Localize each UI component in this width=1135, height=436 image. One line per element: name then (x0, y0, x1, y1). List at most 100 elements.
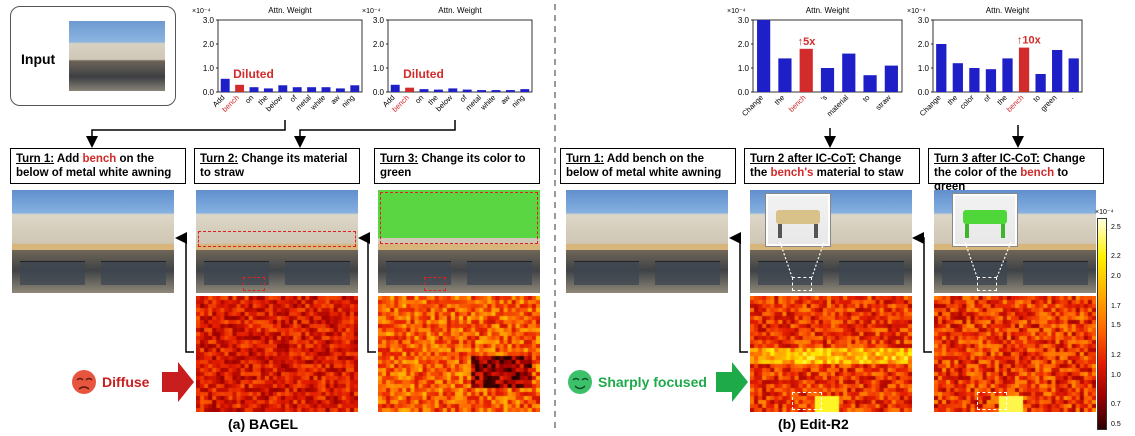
bar (350, 85, 360, 92)
zoom-connector (811, 241, 825, 278)
attention-heatmap-a-turn2 (196, 296, 358, 412)
chart-exponent: ×10⁻⁴ (192, 8, 211, 15)
turn-box-a-3: Turn 3: Change its color to green (374, 148, 540, 184)
y-tick-label: 1.0 (203, 64, 215, 73)
y-tick-label: 2.0 (203, 40, 215, 49)
turn-text: on the below of metal white awning (16, 153, 172, 179)
bar (1018, 47, 1030, 92)
bar (1052, 50, 1063, 92)
bar (462, 89, 472, 92)
y-tick-label: 0.0 (738, 88, 750, 97)
y-tick-label: 2.0 (918, 40, 930, 49)
bar-chart-a-turn2: Attn. Weight×10⁻⁴0.01.02.03.0AddbenchDil… (192, 6, 363, 114)
bar (520, 89, 530, 92)
bar (820, 68, 835, 92)
input-box: Input (10, 6, 176, 106)
turn-text: Change the color of the (934, 153, 1086, 179)
bar (757, 20, 771, 92)
turn-text: Add bench on the below of metal white aw… (566, 153, 722, 179)
input-label: Input (21, 51, 56, 67)
flow-arrow (729, 232, 748, 353)
focused-label: Sharply focused (598, 374, 707, 390)
y-tick-label: 3.0 (738, 16, 750, 25)
bar (491, 90, 501, 92)
bar (1068, 58, 1079, 92)
bar (863, 75, 877, 92)
bar (778, 58, 792, 92)
smile-face-icon (568, 370, 592, 394)
focused-arrow (716, 362, 748, 402)
colorbar-tick-label: 0.7 (1111, 401, 1121, 409)
zoom-connector (996, 241, 1012, 278)
bar (505, 90, 515, 92)
focus-region-box (792, 392, 822, 410)
bar (884, 65, 898, 92)
bar-annotation: Diluted (233, 67, 274, 81)
bench-zoom-inset (766, 194, 830, 246)
x-tick-label: to (1031, 93, 1042, 104)
bar (419, 89, 429, 92)
chart-exponent: ×10⁻⁴ (727, 8, 746, 15)
y-tick-label: 0.0 (373, 88, 385, 97)
colorbar-tick-label: 2.5 (1111, 223, 1121, 231)
bar (936, 44, 947, 92)
bar (799, 48, 813, 92)
flow-arrow (86, 120, 286, 148)
zoom-connector (964, 241, 978, 278)
bar (433, 89, 443, 92)
chart-title: Attn. Weight (438, 6, 482, 15)
bar (390, 84, 400, 92)
bar (292, 87, 302, 92)
turn-prefix: Turn 3: (380, 153, 419, 165)
turn-box-a-1: Turn 1: Add bench on the below of metal … (10, 148, 186, 184)
colorbar-tick-label: 2.0 (1111, 273, 1121, 281)
bar (321, 87, 331, 92)
x-tick-label: . (1067, 93, 1075, 101)
bar (278, 85, 288, 92)
turn-highlight: bench's (770, 167, 814, 179)
diffuse-arrow (162, 362, 194, 402)
turn-highlight: bench (1020, 167, 1055, 179)
photo-a-turn1 (12, 190, 174, 293)
bar (448, 88, 458, 92)
colorbar-tick-label: 1.5 (1111, 322, 1121, 330)
y-tick-label: 0.0 (203, 88, 215, 97)
bar (842, 53, 856, 92)
bar (249, 87, 259, 92)
colorbar-tick-label: 2.2 (1111, 253, 1121, 261)
turn-box-a-2: Turn 2: Change its material to straw (194, 148, 360, 184)
bar (1002, 58, 1013, 92)
plot-frame (387, 19, 533, 93)
bar (952, 63, 963, 92)
y-tick-label: 1.0 (918, 64, 930, 73)
plot-frame (217, 19, 363, 93)
bench-zoom-inset (953, 194, 1017, 246)
x-tick-label: of (458, 92, 469, 103)
bench-region-box (792, 277, 812, 291)
turn-text: Add (54, 153, 83, 165)
turn-box-b-2: Turn 2 after IC-CoT: Change the bench's … (744, 148, 920, 184)
attention-heatmap-a-turn3 (378, 296, 540, 412)
flow-arrow (294, 120, 456, 148)
y-tick-label: 1.0 (738, 64, 750, 73)
flow-arrow (175, 232, 194, 353)
caption-a: (a) BAGEL (228, 416, 298, 432)
flow-arrow (912, 232, 932, 353)
turn-text: Change its material to straw (200, 153, 348, 179)
chart-title: Attn. Weight (268, 6, 312, 15)
x-tick-label: of (288, 92, 299, 103)
turn-highlight: bench (82, 153, 117, 165)
bar-chart-a-turn3: Attn. Weight×10⁻⁴0.01.02.03.0AddbenchDil… (362, 6, 533, 114)
chart-title: Attn. Weight (806, 6, 850, 15)
turn-box-b-3: Turn 3 after IC-CoT: Change the color of… (928, 148, 1104, 193)
attention-heatmap-b-turn2 (750, 296, 912, 412)
diffuse-label: Diffuse (102, 374, 150, 390)
edit-region-box (380, 192, 538, 244)
y-tick-label: 1.0 (373, 64, 385, 73)
bar (335, 88, 345, 92)
photo-a-turn3 (378, 190, 540, 293)
x-tick-label: 's (819, 93, 829, 103)
y-tick-label: 3.0 (373, 16, 385, 25)
